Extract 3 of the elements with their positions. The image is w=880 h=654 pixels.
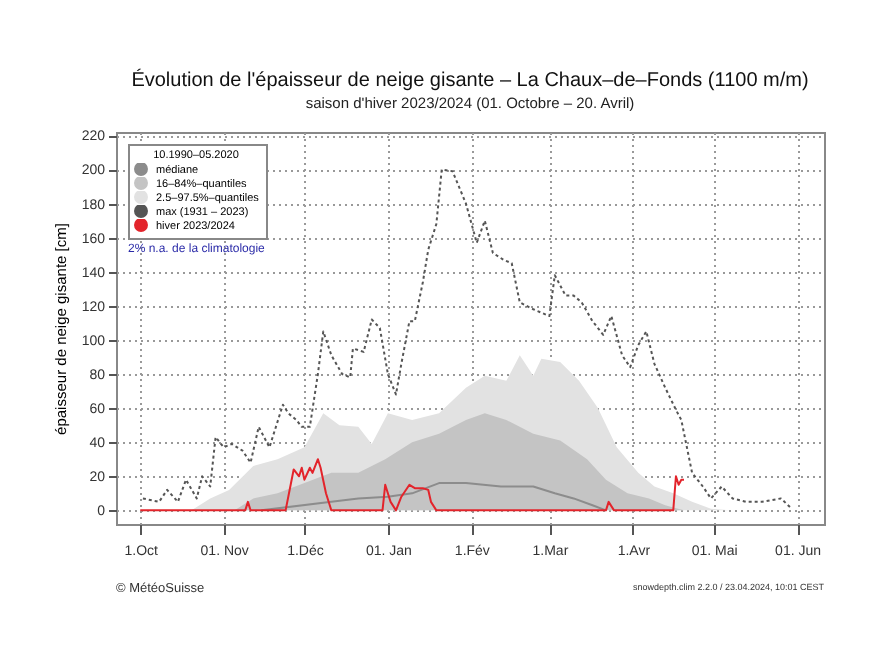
line-series	[139, 458, 686, 512]
chart-title: Évolution de l'épaisseur de neige gisante – La Chaux–de–Fonds (1100 m/m)	[131, 68, 809, 93]
line-series	[141, 168, 793, 510]
